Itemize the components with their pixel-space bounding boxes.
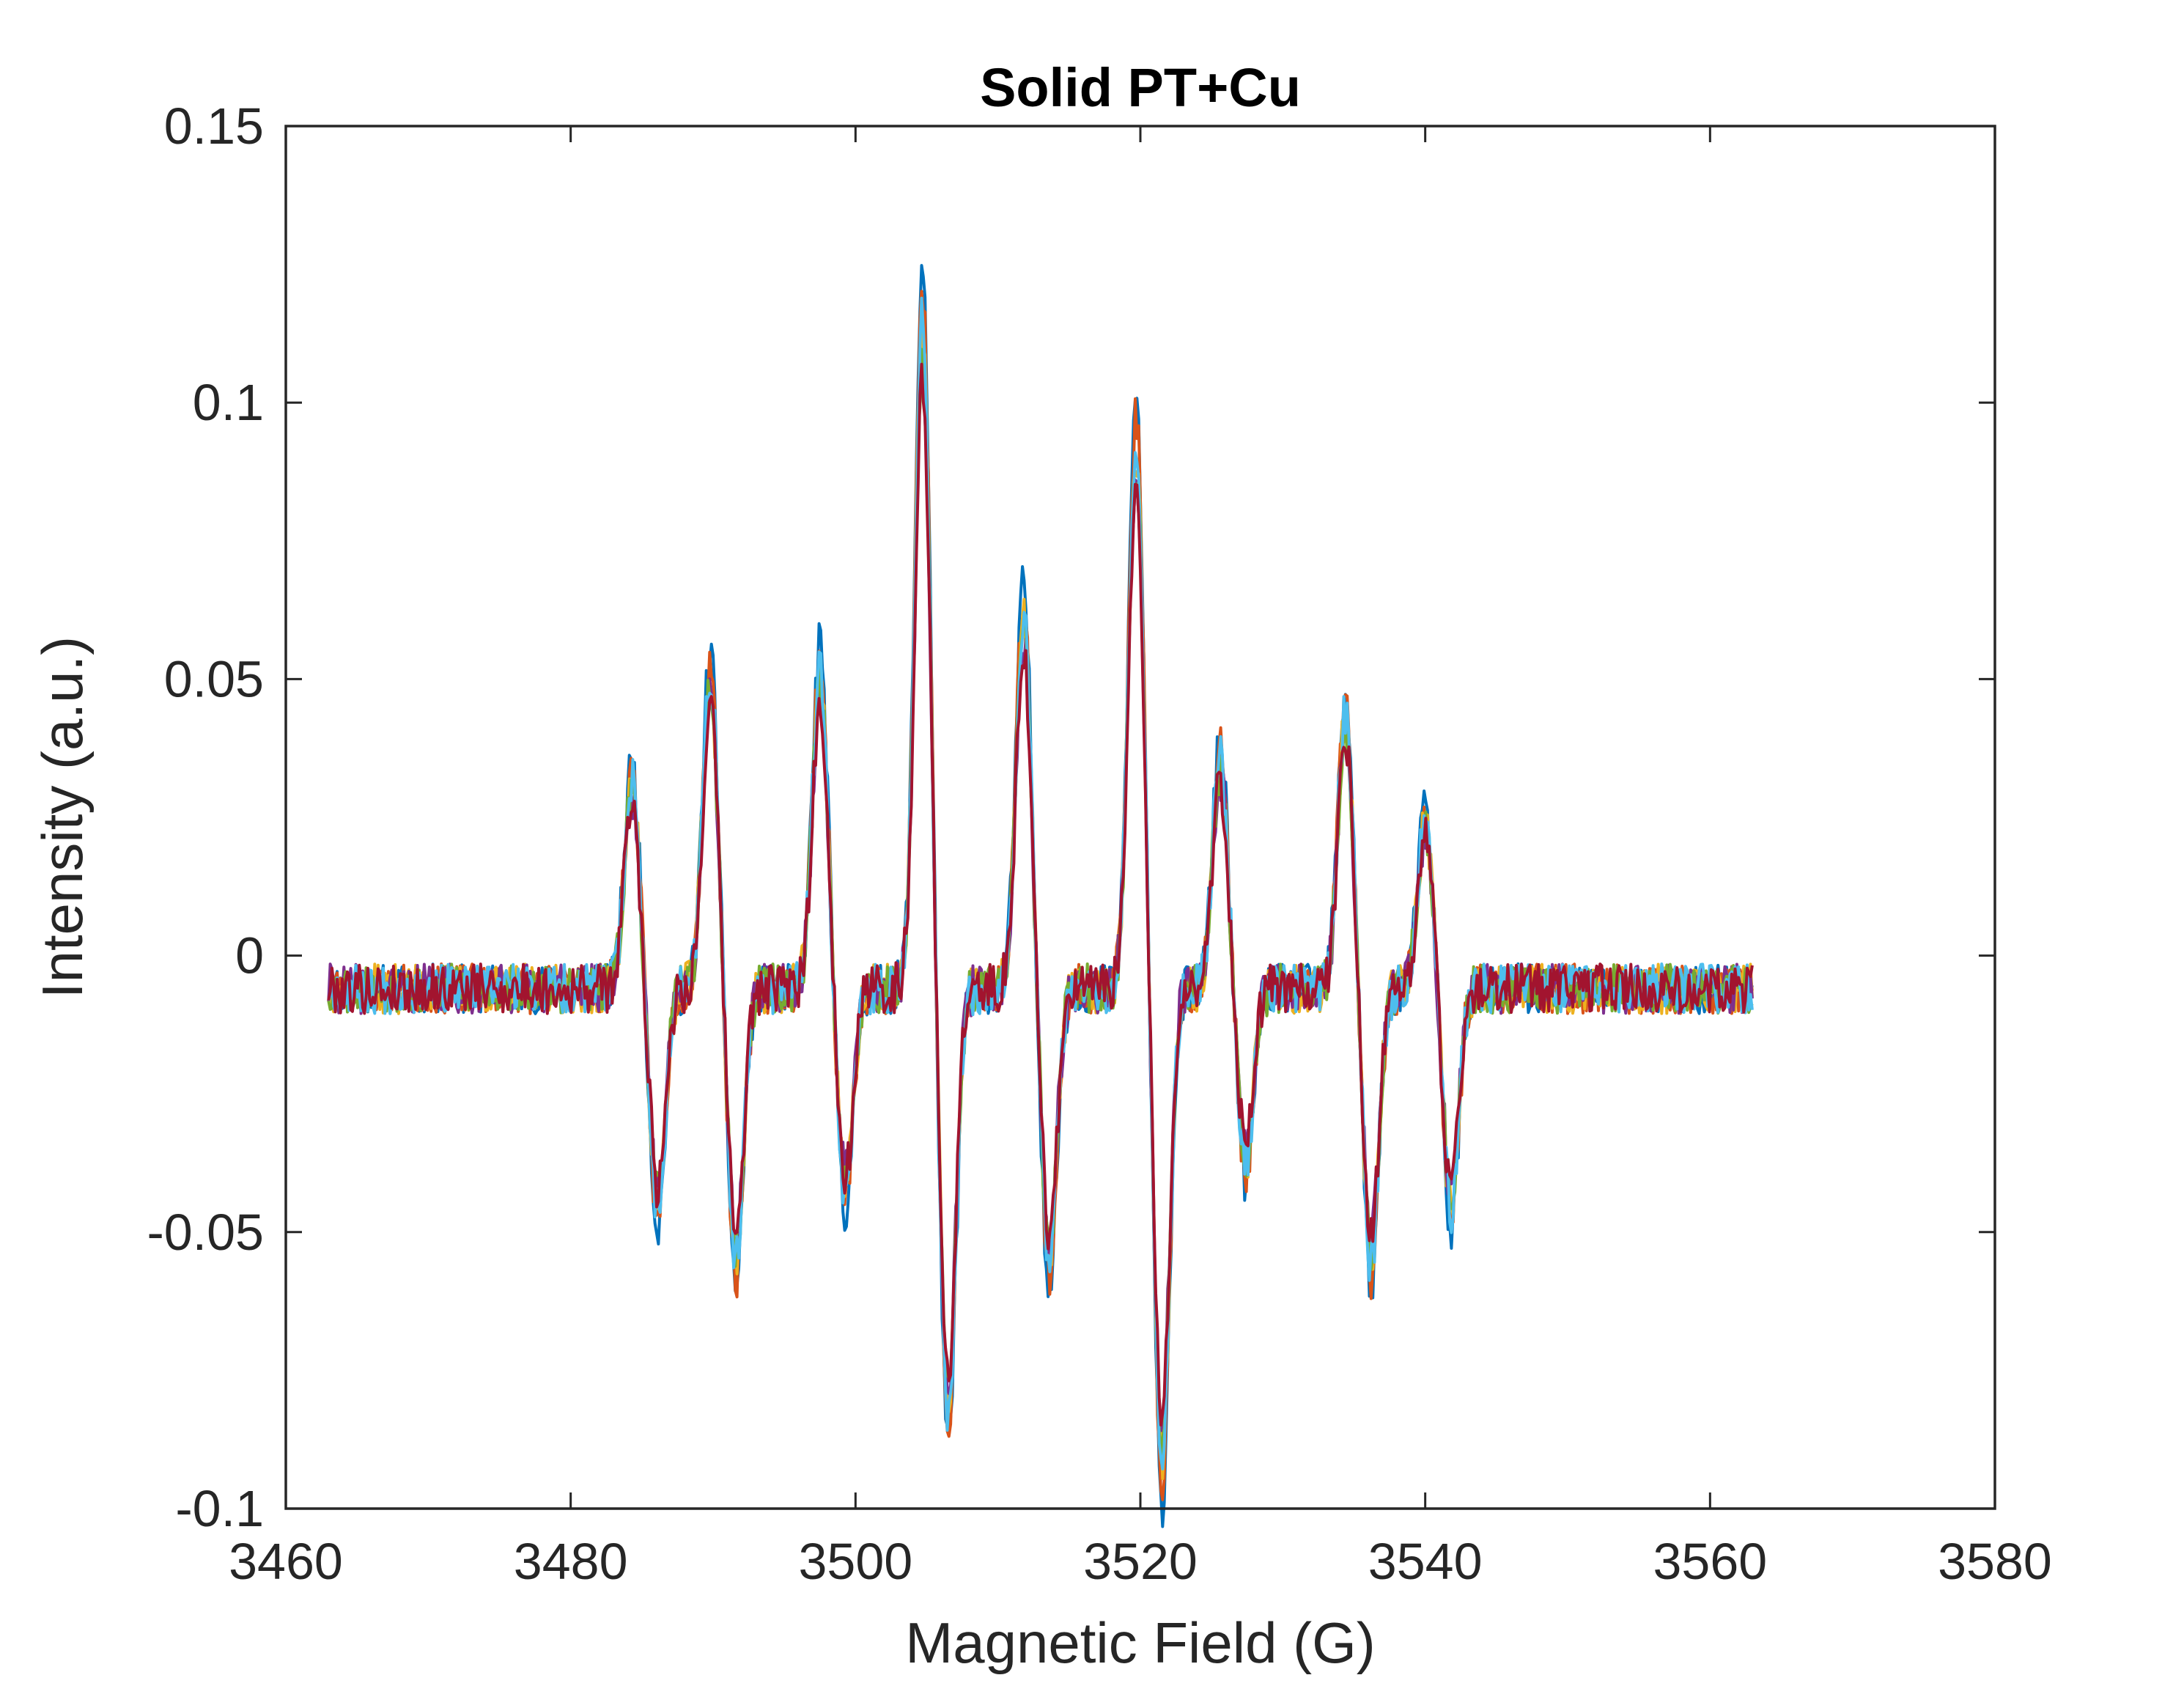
series-line-7 — [327, 362, 1754, 1427]
x-tick-label: 3540 — [1368, 1533, 1483, 1590]
y-tick-label: 0.05 — [164, 650, 264, 707]
plot-area: 3460 3480 3500 3520 3540 3560 3580 -0.1 -0.05 0 0… — [147, 97, 2051, 1590]
y-tick-label: -0.1 — [175, 1480, 264, 1537]
y-tick-label: -0.05 — [147, 1204, 264, 1261]
y-tick-label: 0.15 — [164, 97, 264, 155]
x-tick-label: 3460 — [229, 1533, 343, 1590]
x-tick-label: 3520 — [1083, 1533, 1198, 1590]
x-ticks: 3460 3480 3500 3520 3540 3560 3580 — [229, 126, 2052, 1590]
x-tick-label: 3480 — [514, 1533, 628, 1590]
chart-title: Solid PT+Cu — [980, 57, 1301, 118]
x-tick-label: 3500 — [798, 1533, 912, 1590]
x-tick-label: 3560 — [1653, 1533, 1767, 1590]
series-group — [327, 264, 1754, 1528]
x-axis-label: Magnetic Field (G) — [905, 1610, 1376, 1675]
axes-background — [286, 126, 1995, 1509]
y-tick-label: 0.1 — [193, 374, 264, 431]
x-tick-label: 3580 — [1938, 1533, 2052, 1590]
y-ticks: -0.1 -0.05 0 0.05 0.1 0.15 — [147, 97, 1995, 1537]
y-tick-label: 0 — [235, 927, 264, 984]
y-axis-label: Intensity (a.u.) — [30, 636, 95, 998]
